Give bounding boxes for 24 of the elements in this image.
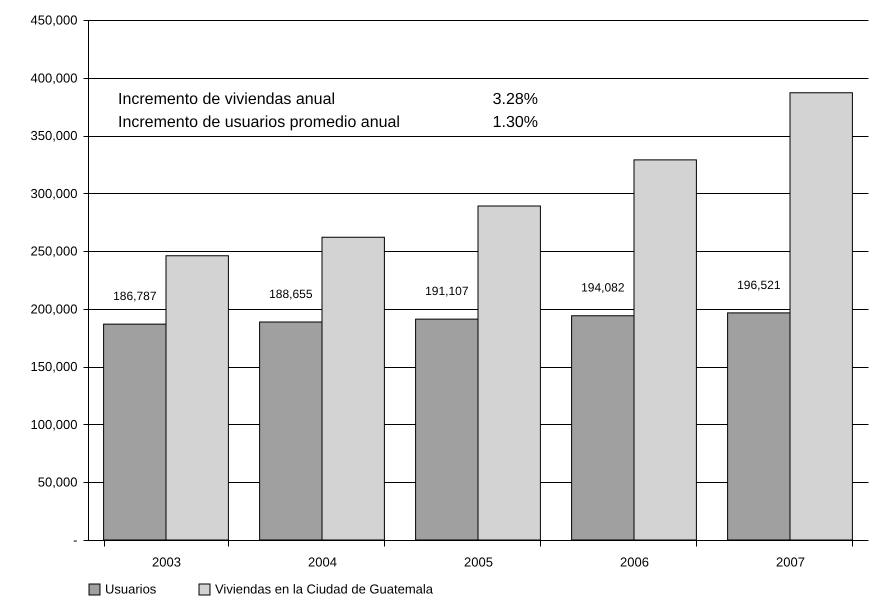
data-label: 186,787 bbox=[113, 289, 157, 304]
y-tick-label: 200,000 bbox=[30, 301, 78, 316]
x-tick-label: 2005 bbox=[464, 554, 493, 570]
data-label: 196,521 bbox=[737, 278, 781, 292]
y-tick-label: 50,000 bbox=[38, 474, 78, 490]
x-tick-label: 2007 bbox=[776, 554, 805, 570]
x-tick-label: 2004 bbox=[308, 554, 337, 570]
data-label: 191,107 bbox=[425, 284, 469, 298]
y-tick-label: 100,000 bbox=[30, 416, 78, 432]
text: Incremento de usuarios promedio anual 1.30% bbox=[118, 114, 538, 131]
data-label: 194,082 bbox=[581, 280, 625, 295]
legend-label: Viviendas en la Ciudad de Guatemala bbox=[215, 582, 434, 597]
y-tick-label: 350,000 bbox=[30, 128, 78, 144]
data-label: 188,655 bbox=[269, 287, 313, 301]
y-tick-label: 450,000 bbox=[30, 12, 78, 28]
x-tick-label: 2003 bbox=[152, 554, 181, 570]
legend-label: Usuarios bbox=[105, 582, 157, 597]
text: Incremento de viviendas anual 3.28% bbox=[118, 91, 538, 108]
y-tick-label: 250,000 bbox=[30, 244, 78, 259]
y-tick-label: 150,000 bbox=[30, 359, 78, 374]
y-tick-label: 300,000 bbox=[30, 186, 78, 201]
y-tick-label: 400,000 bbox=[30, 70, 78, 86]
y-tick-label: - bbox=[73, 532, 78, 548]
x-tick-label: 2006 bbox=[620, 554, 649, 570]
